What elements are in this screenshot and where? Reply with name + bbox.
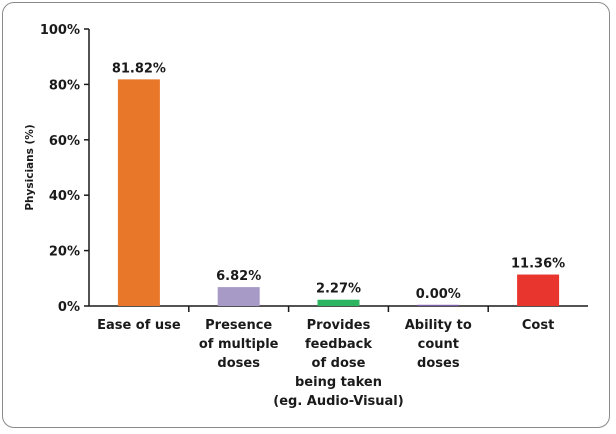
chart-frame [2,2,610,428]
category-label: being taken [295,375,382,390]
category-label: Cost [522,318,554,333]
bar [417,304,460,306]
y-axis-title: Physicians (%) [24,124,36,210]
y-tick-label: 40% [49,189,80,204]
y-tick-label: 100% [40,23,80,38]
data-label: 11.36% [511,257,565,272]
bar [317,299,360,306]
y-tick-label: 0% [58,300,80,315]
category-label: doses [417,356,460,371]
data-label: 81.82% [112,61,166,76]
y-tick-label: 20% [49,245,80,260]
category-label: feedback [305,337,372,352]
category-label: count [418,337,459,352]
bar [117,79,160,306]
y-tick-label: 60% [49,134,80,149]
category-label: Provides [307,318,371,333]
y-tick-label: 80% [49,78,80,93]
category-label: (eg. Audio-Visual) [273,394,403,409]
data-label: 6.82% [216,269,261,284]
category-label: Ease of use [97,318,181,333]
category-label: of dose [312,356,366,371]
category-label: doses [217,356,260,371]
data-label: 0.00% [416,287,461,302]
category-label: of multiple [199,337,279,352]
bar [517,274,560,306]
category-label: Ability to [405,318,472,333]
category-label: Presence [205,318,272,333]
data-label: 2.27% [316,282,361,297]
bar [217,287,260,306]
